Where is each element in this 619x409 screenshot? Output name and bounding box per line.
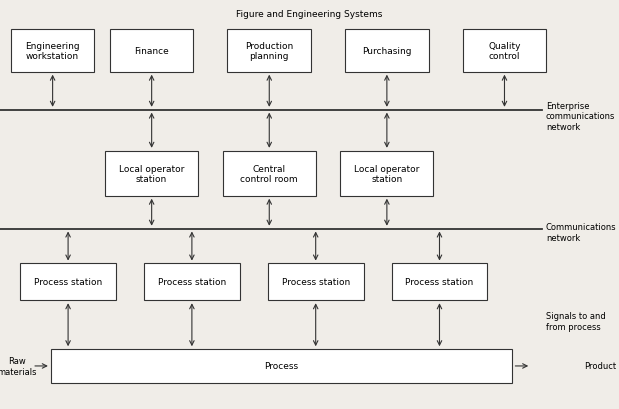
Text: Process station: Process station <box>34 278 102 287</box>
Text: Engineering
workstation: Engineering workstation <box>25 41 80 61</box>
Text: Raw
materials: Raw materials <box>0 356 37 376</box>
FancyBboxPatch shape <box>340 151 433 196</box>
FancyBboxPatch shape <box>144 264 240 301</box>
FancyBboxPatch shape <box>105 151 198 196</box>
FancyBboxPatch shape <box>223 151 316 196</box>
Text: Quality
control: Quality control <box>488 41 521 61</box>
Text: Product: Product <box>584 362 617 371</box>
Text: Process station: Process station <box>282 278 350 287</box>
FancyBboxPatch shape <box>392 264 488 301</box>
FancyBboxPatch shape <box>463 30 546 73</box>
FancyBboxPatch shape <box>20 264 116 301</box>
Text: Local operator
station: Local operator station <box>119 164 184 184</box>
Text: Production
planning: Production planning <box>245 41 293 61</box>
Text: Enterprise
communications
network: Enterprise communications network <box>546 102 615 131</box>
Text: Figure and Engineering Systems: Figure and Engineering Systems <box>236 10 383 19</box>
Text: Process: Process <box>264 362 299 371</box>
Text: Communications
network: Communications network <box>546 222 617 242</box>
Text: Purchasing: Purchasing <box>362 47 412 56</box>
FancyBboxPatch shape <box>267 264 364 301</box>
FancyBboxPatch shape <box>51 349 513 383</box>
FancyBboxPatch shape <box>345 30 429 73</box>
Text: Central
control room: Central control room <box>240 164 298 184</box>
Text: Process station: Process station <box>158 278 226 287</box>
Text: Finance: Finance <box>134 47 169 56</box>
FancyBboxPatch shape <box>110 30 193 73</box>
Text: Process station: Process station <box>405 278 474 287</box>
Text: Signals to and
from process: Signals to and from process <box>546 311 606 331</box>
Text: Local operator
station: Local operator station <box>354 164 420 184</box>
FancyBboxPatch shape <box>228 30 311 73</box>
FancyBboxPatch shape <box>11 30 95 73</box>
